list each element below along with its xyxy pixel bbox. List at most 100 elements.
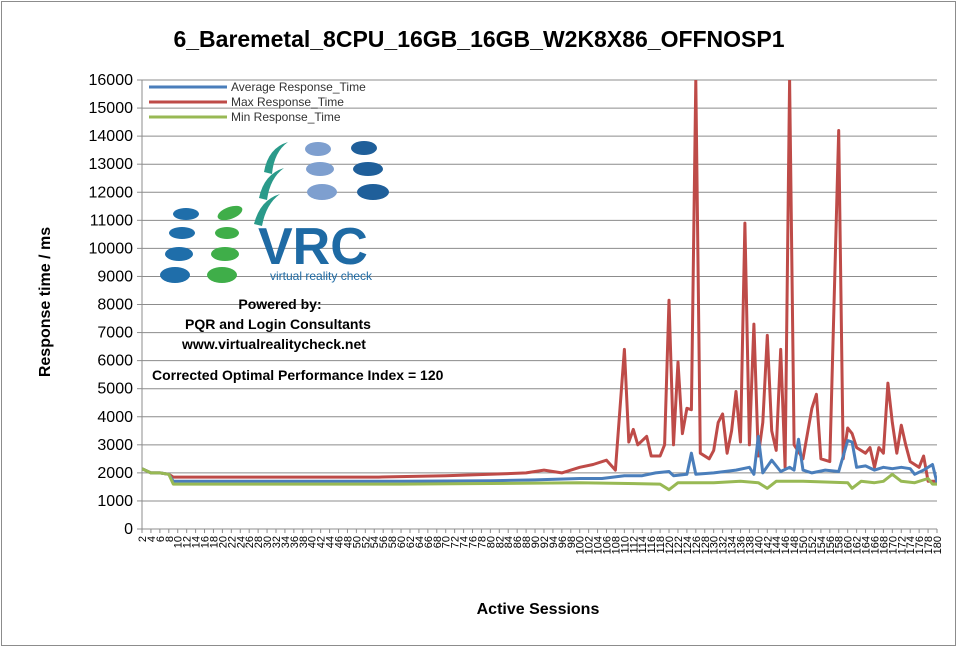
x-tick-label: 104 bbox=[593, 536, 605, 554]
x-tick-label: 120 bbox=[664, 536, 676, 554]
x-tick-label: 88 bbox=[521, 536, 533, 548]
x-tick-label: 106 bbox=[601, 536, 613, 554]
x-tick-label: 50 bbox=[351, 536, 363, 548]
legend: Average Response_Time Max Response_Time … bbox=[149, 80, 366, 124]
x-tick-label: 112 bbox=[628, 536, 640, 554]
y-tick-label: 5000 bbox=[97, 381, 133, 398]
x-tick-label: 76 bbox=[468, 536, 480, 548]
x-tick-label: 44 bbox=[325, 536, 337, 548]
x-tick-label: 148 bbox=[789, 536, 801, 554]
x-tick-label: 2 bbox=[137, 536, 149, 542]
x-tick-label: 68 bbox=[432, 536, 444, 548]
y-tick-label: 13000 bbox=[89, 156, 134, 173]
y-tick-label: 15000 bbox=[89, 100, 134, 117]
x-tick-label: 126 bbox=[691, 536, 703, 554]
x-tick-label: 62 bbox=[405, 536, 417, 548]
gridlines bbox=[137, 79, 937, 530]
y-tick-label: 14000 bbox=[89, 128, 134, 145]
x-tick-label: 138 bbox=[744, 536, 756, 554]
x-tick-label: 158 bbox=[834, 536, 846, 554]
y-tick-label: 6000 bbox=[97, 353, 133, 370]
legend-label-max: Max Response_Time bbox=[231, 95, 344, 109]
consultants-text: PQR and Login Consultants bbox=[185, 316, 371, 332]
powered-by-text: Powered by: bbox=[238, 296, 321, 312]
x-tick-label: 6 bbox=[155, 536, 167, 542]
y-tick-label: 12000 bbox=[89, 184, 134, 201]
x-tick-label: 142 bbox=[762, 536, 774, 554]
x-tick-label: 134 bbox=[727, 536, 739, 554]
x-tick-label: 54 bbox=[369, 536, 381, 548]
x-tick-label: 98 bbox=[566, 536, 578, 548]
series-max-response bbox=[142, 80, 937, 483]
y-tick-label: 7000 bbox=[97, 325, 133, 342]
x-tick-label: 118 bbox=[655, 536, 667, 554]
x-tick-label: 58 bbox=[387, 536, 399, 548]
x-tick-label: 22 bbox=[226, 536, 238, 548]
y-tick-label: 16000 bbox=[89, 72, 134, 89]
legend-label-average: Average Response_Time bbox=[231, 80, 366, 94]
x-tick-label: 28 bbox=[253, 536, 265, 548]
x-tick-label: 150 bbox=[798, 536, 810, 554]
x-tick-label: 110 bbox=[619, 536, 631, 554]
x-tick-label: 140 bbox=[753, 536, 765, 554]
x-tick-label: 90 bbox=[530, 536, 542, 548]
x-tick-label: 122 bbox=[673, 536, 685, 554]
x-tick-label: 146 bbox=[780, 536, 792, 554]
x-tick-labels: 2468101214161820222426283032343638404244… bbox=[137, 529, 944, 554]
x-tick-label: 38 bbox=[298, 536, 310, 548]
performance-index-text: Corrected Optimal Performance Index = 12… bbox=[152, 367, 444, 383]
x-tick-label: 74 bbox=[459, 536, 471, 548]
x-tick-label: 94 bbox=[548, 536, 560, 548]
x-tick-label: 56 bbox=[378, 536, 390, 548]
x-tick-label: 116 bbox=[646, 536, 658, 554]
x-tick-label: 168 bbox=[878, 536, 890, 554]
legend-label-min: Min Response_Time bbox=[231, 110, 341, 124]
y-tick-label: 8000 bbox=[97, 297, 133, 314]
x-tick-label: 24 bbox=[235, 536, 247, 548]
x-tick-label: 40 bbox=[307, 536, 319, 548]
chart-title: 6_Baremetal_8CPU_16GB_16GB_W2K8X86_OFFNO… bbox=[173, 26, 784, 52]
x-tick-label: 60 bbox=[396, 536, 408, 548]
logo-dots bbox=[160, 141, 389, 283]
y-tick-labels: 0 1000 2000 3000 4000 5000 6000 7000 8000 9000 100… bbox=[89, 72, 134, 538]
x-tick-label: 128 bbox=[700, 536, 712, 554]
x-tick-label: 96 bbox=[557, 536, 569, 548]
logo-brand: VRC bbox=[258, 218, 368, 276]
x-tick-label: 114 bbox=[637, 536, 649, 554]
x-tick-label: 136 bbox=[735, 536, 747, 554]
x-tick-label: 174 bbox=[905, 536, 917, 554]
x-tick-label: 156 bbox=[825, 536, 837, 554]
series-average-response bbox=[142, 434, 937, 484]
x-tick-label: 72 bbox=[450, 536, 462, 548]
y-tick-label: 2000 bbox=[97, 465, 133, 482]
x-axis-title: Active Sessions bbox=[477, 601, 600, 618]
x-tick-label: 48 bbox=[342, 536, 354, 548]
x-tick-label: 108 bbox=[610, 536, 622, 554]
x-tick-label: 172 bbox=[896, 536, 908, 554]
x-tick-label: 164 bbox=[861, 536, 873, 554]
x-tick-label: 154 bbox=[816, 536, 828, 554]
x-tick-label: 102 bbox=[584, 536, 596, 554]
x-tick-label: 16 bbox=[200, 536, 212, 548]
x-tick-label: 84 bbox=[503, 536, 515, 548]
x-tick-label: 36 bbox=[289, 536, 301, 548]
x-tick-label: 176 bbox=[914, 536, 926, 554]
x-tick-label: 8 bbox=[164, 536, 176, 542]
x-tick-label: 30 bbox=[262, 536, 274, 548]
x-tick-label: 10 bbox=[173, 536, 185, 548]
series-min-response bbox=[142, 467, 937, 492]
y-tick-label: 0 bbox=[124, 521, 133, 538]
x-tick-label: 130 bbox=[709, 536, 721, 554]
y-tick-label: 1000 bbox=[97, 493, 133, 510]
x-tick-label: 160 bbox=[843, 536, 855, 554]
x-tick-label: 166 bbox=[869, 536, 881, 554]
x-tick-label: 20 bbox=[217, 536, 229, 548]
x-tick-label: 46 bbox=[334, 536, 346, 548]
x-tick-label: 144 bbox=[771, 536, 783, 554]
x-tick-label: 152 bbox=[807, 536, 819, 554]
x-tick-label: 64 bbox=[414, 536, 426, 548]
x-tick-label: 180 bbox=[932, 536, 944, 554]
y-tick-label: 11000 bbox=[90, 212, 133, 229]
x-tick-label: 86 bbox=[512, 536, 524, 548]
